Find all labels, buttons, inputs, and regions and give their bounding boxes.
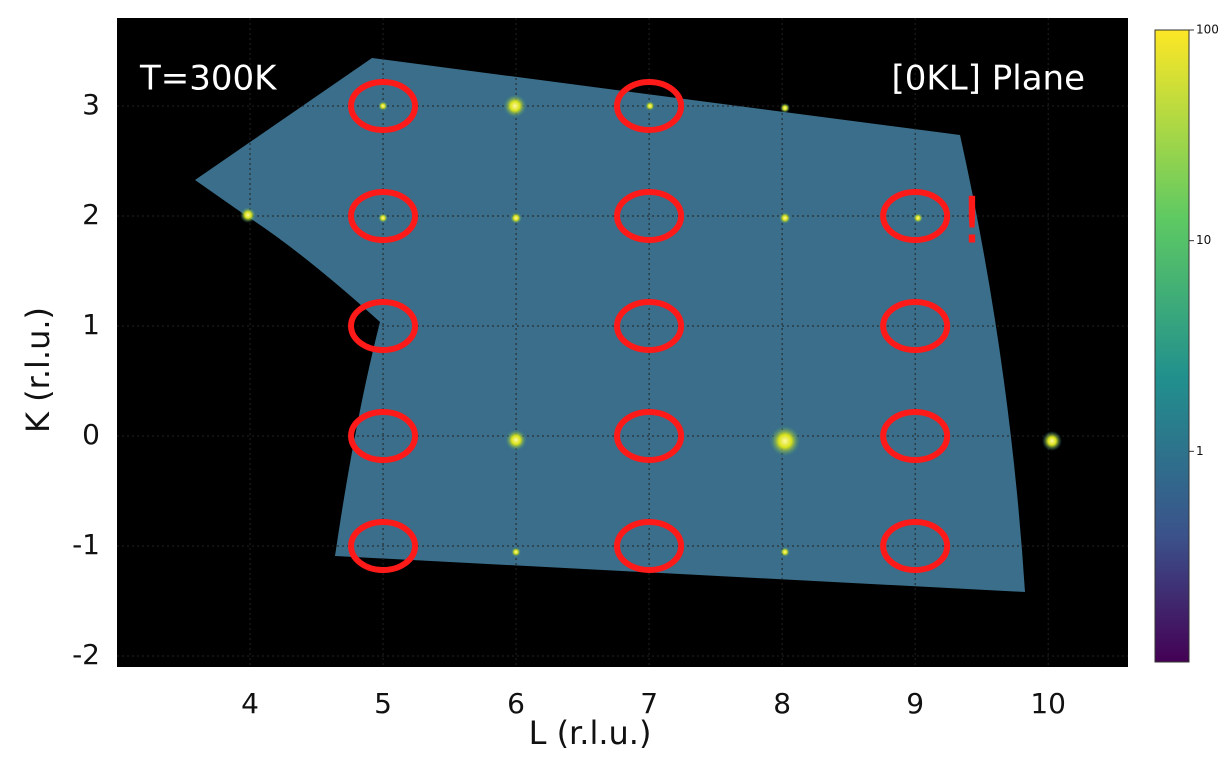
x-tick-label: 9	[906, 687, 924, 720]
y-axis-label: K (r.l.u.)	[19, 307, 57, 433]
annotation: T=300K	[139, 59, 278, 99]
y-tick-label: 0	[82, 418, 100, 451]
x-tick-label: 7	[640, 687, 658, 720]
page: L (r.l.u.) K (r.l.u.) 4 5 6 7 8 9 10 -2 -1 0 1 2 3 T=…	[0, 0, 1219, 777]
colorbar-tick-label: 1	[1196, 444, 1204, 458]
y-tick-label: -1	[72, 528, 100, 561]
x-tick-label: 6	[507, 687, 525, 720]
x-tick-label: 4	[241, 687, 259, 720]
annotation: !	[959, 185, 985, 259]
x-tick-label: 5	[374, 687, 392, 720]
colorbar	[1155, 30, 1189, 662]
x-tick-label: 10	[1030, 687, 1066, 720]
y-tick-label: 2	[82, 198, 100, 231]
x-axis-label: L (r.l.u.)	[529, 714, 652, 752]
y-tick-label: 1	[82, 308, 100, 341]
x-tick-label: 8	[773, 687, 791, 720]
y-tick-label: 3	[82, 88, 100, 121]
chart: L (r.l.u.) K (r.l.u.) 4 5 6 7 8 9 10 -2 -1 0 1 2 3 T=…	[0, 0, 1219, 777]
y-tick-label: -2	[72, 638, 100, 671]
colorbar-tick-label: 100	[1196, 23, 1219, 37]
annotation: [0KL] Plane	[892, 59, 1085, 99]
colorbar-tick-label: 10	[1196, 233, 1211, 247]
